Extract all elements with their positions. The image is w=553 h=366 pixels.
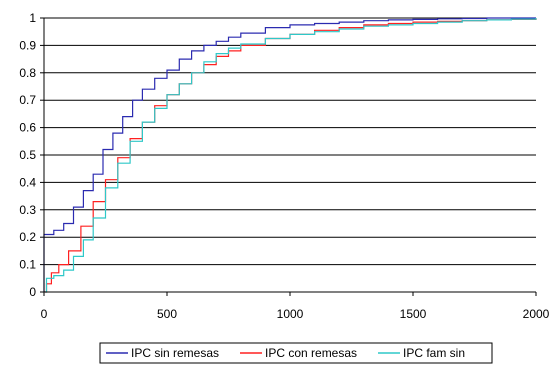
y-tick-label: 1	[29, 11, 36, 25]
x-tick-label: 500	[157, 307, 177, 321]
x-tick-label: 2000	[523, 307, 550, 321]
y-tick-label: 0.8	[19, 66, 36, 80]
y-tick-label: 0.4	[19, 175, 36, 189]
legend: IPC sin remesas IPC con remesas IPC fam si…	[99, 342, 493, 364]
x-tick-label: 1000	[277, 307, 304, 321]
y-tick-label: 0.9	[19, 38, 36, 52]
y-tick-label: 0.5	[19, 148, 36, 162]
y-tick-label: 0	[29, 285, 36, 299]
y-axis-ticks: 0 0.1 0.2 0.3 0.4 0.5 0.6 0.7 0.8 0.9 1	[19, 11, 44, 299]
series-line-3	[44, 18, 537, 293]
y-tick-label: 0.7	[19, 93, 36, 107]
series-line-1	[43, 17, 536, 292]
x-axis-ticks: 0 500 1000 1500 2000	[41, 292, 550, 321]
y-tick-label: 0.3	[19, 203, 36, 217]
y-tick-label: 0.1	[19, 258, 36, 272]
grid-lines	[44, 17, 536, 266]
y-tick-label: 0.6	[19, 121, 36, 135]
legend-label-2: IPC con remesas	[265, 346, 357, 360]
x-tick-label: 1500	[400, 307, 427, 321]
y-tick-label: 0.2	[19, 230, 36, 244]
legend-box	[99, 342, 493, 364]
legend-label-1: IPC sin remesas	[131, 346, 219, 360]
series-lines	[43, 17, 537, 293]
x-tick-label: 0	[41, 307, 48, 321]
legend-label-3: IPC fam sin	[403, 346, 465, 360]
